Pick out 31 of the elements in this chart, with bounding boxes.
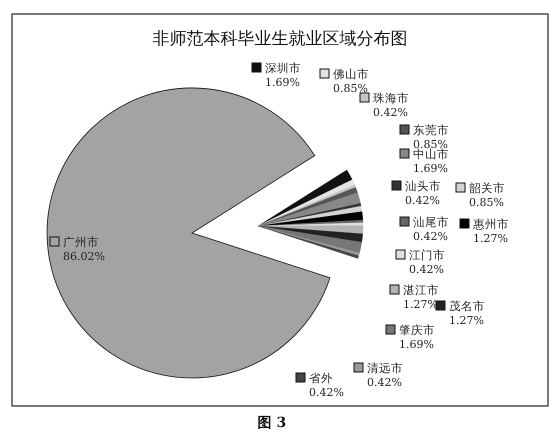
legend-label: 江门市 [409,248,445,262]
chart-title: 非师范本科毕业生就业区域分布图 [152,29,408,49]
data-label: 0.42% [409,263,444,276]
data-label: 86.02% [63,250,105,263]
data-label: 1.27% [449,314,484,327]
data-label: 1.69% [265,76,300,89]
legend-label: 惠州市 [472,217,509,231]
data-label: 0.42% [309,386,344,399]
legend-label: 佛山市 [333,67,369,81]
legend-label: 韶关市 [469,181,505,195]
caption: 图 3 [258,415,286,431]
data-label: 1.69% [413,162,448,175]
legend-label: 汕头市 [405,179,441,193]
legend-label: 省外 [309,371,333,385]
data-label: 0.42% [405,194,440,207]
legend-label: 东莞市 [413,123,449,137]
data-label: 0.42% [367,376,402,389]
legend-label: 广州市 [63,235,99,249]
legend-label: 深圳市 [265,61,301,75]
data-label: 0.85% [469,196,504,209]
legend-label: 中山市 [413,147,449,161]
legend-label: 湛江市 [403,283,439,297]
legend-label: 茂名市 [449,299,485,313]
legend-label: 肇庆市 [399,323,435,337]
legend-label: 珠海市 [373,91,409,105]
data-label: 0.42% [373,106,408,119]
data-label: 0.42% [413,230,448,243]
data-label: 1.27% [473,232,508,245]
legend-label: 清远市 [367,361,403,375]
legend-label: 汕尾市 [413,215,449,229]
data-label: 1.69% [399,338,434,351]
